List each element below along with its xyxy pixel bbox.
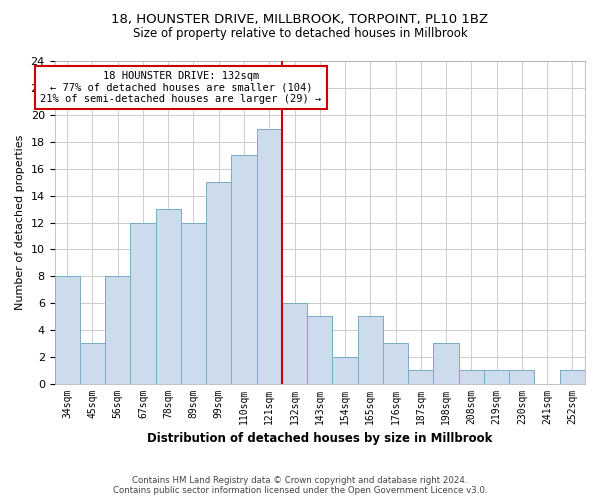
Bar: [206, 182, 232, 384]
Bar: [408, 370, 433, 384]
Bar: [383, 344, 408, 384]
Bar: [130, 222, 155, 384]
Bar: [105, 276, 130, 384]
Bar: [257, 128, 282, 384]
Text: Size of property relative to detached houses in Millbrook: Size of property relative to detached ho…: [133, 28, 467, 40]
Bar: [358, 316, 383, 384]
Bar: [332, 356, 358, 384]
Bar: [181, 222, 206, 384]
Bar: [55, 276, 80, 384]
Bar: [155, 209, 181, 384]
Bar: [282, 303, 307, 384]
Bar: [232, 156, 257, 384]
Text: Contains HM Land Registry data © Crown copyright and database right 2024.
Contai: Contains HM Land Registry data © Crown c…: [113, 476, 487, 495]
Bar: [560, 370, 585, 384]
Bar: [484, 370, 509, 384]
Text: 18 HOUNSTER DRIVE: 132sqm
← 77% of detached houses are smaller (104)
21% of semi: 18 HOUNSTER DRIVE: 132sqm ← 77% of detac…: [40, 71, 322, 104]
Text: 18, HOUNSTER DRIVE, MILLBROOK, TORPOINT, PL10 1BZ: 18, HOUNSTER DRIVE, MILLBROOK, TORPOINT,…: [112, 12, 488, 26]
Bar: [433, 344, 458, 384]
Y-axis label: Number of detached properties: Number of detached properties: [15, 135, 25, 310]
Bar: [307, 316, 332, 384]
X-axis label: Distribution of detached houses by size in Millbrook: Distribution of detached houses by size …: [147, 432, 493, 445]
Bar: [509, 370, 535, 384]
Bar: [80, 344, 105, 384]
Bar: [458, 370, 484, 384]
